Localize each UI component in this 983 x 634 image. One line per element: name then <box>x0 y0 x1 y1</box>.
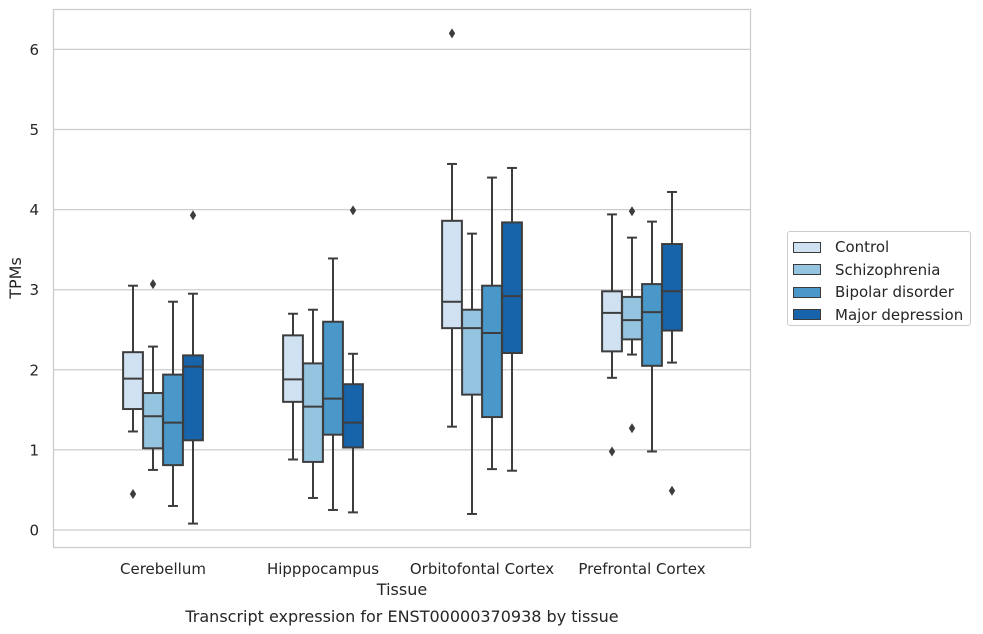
outlier-point <box>608 446 616 457</box>
chart-title: Transcript expression for ENST0000037093… <box>184 607 618 626</box>
y-tick-label-6: 6 <box>29 41 39 59</box>
legend-item-major-depression: Major depression <box>793 304 970 327</box>
y-tick-label-3: 3 <box>29 281 39 299</box>
outlier-point <box>448 28 456 39</box>
legend-label-bipolar-disorder: Bipolar disorder <box>835 283 954 302</box>
legend-swatch-major-depression <box>793 309 821 321</box>
legend-item-control: Control <box>793 236 970 259</box>
y-tick-label-0: 0 <box>29 522 39 540</box>
legend-item-bipolar-disorder: Bipolar disorder <box>793 281 970 304</box>
legend-label-major-depression: Major depression <box>835 305 964 324</box>
legend-swatch-control <box>793 241 821 253</box>
y-tick-label-5: 5 <box>29 121 39 139</box>
y-tick-label-1: 1 <box>29 441 39 459</box>
outlier-point <box>129 488 137 499</box>
y-tick-label-2: 2 <box>29 361 39 379</box>
legend: Control Schizophrenia Bipolar disorder M… <box>787 231 971 326</box>
box-body <box>461 308 483 396</box>
box-bipolar-disorder-4 <box>641 220 663 453</box>
box-control-2 <box>282 312 304 461</box>
box-major-depression-4 <box>661 190 683 496</box>
box-body <box>601 290 623 353</box>
box-body <box>621 295 643 341</box>
box-schizophrenia-3 <box>461 232 483 515</box>
box-body <box>302 362 324 463</box>
y-axis-label: TPMs <box>6 257 25 300</box>
outlier-point <box>668 485 676 496</box>
legend-item-schizophrenia: Schizophrenia <box>793 259 970 282</box>
x-tick-label-3: Orbitofontal Cortex <box>410 560 554 578</box>
box-major-depression-1 <box>182 210 204 525</box>
y-axis-ticks: 0 1 2 3 4 5 6 <box>29 41 39 540</box>
box-major-depression-2 <box>342 205 364 514</box>
box-bipolar-disorder-3 <box>481 176 503 471</box>
box-body <box>661 243 683 332</box>
outlier-point <box>349 205 357 216</box>
legend-swatch-bipolar-disorder <box>793 286 821 298</box>
outlier-point <box>628 206 636 217</box>
box-body <box>342 383 364 449</box>
x-tick-label-2: Hipppocampus <box>267 560 379 578</box>
box-body <box>282 334 304 403</box>
outlier-point <box>189 210 197 221</box>
box-body <box>182 354 204 442</box>
box-schizophrenia-4 <box>621 206 643 434</box>
box-schizophrenia-1 <box>142 279 164 471</box>
box-body <box>122 351 144 411</box>
box-control-1 <box>122 284 144 499</box>
box-major-depression-3 <box>501 166 523 472</box>
box-control-4 <box>601 213 623 457</box>
box-schizophrenia-2 <box>302 308 324 499</box>
box-body <box>142 392 164 450</box>
box-body <box>162 373 184 467</box>
x-tick-label-1: Cerebellum <box>120 560 206 578</box>
box-body <box>641 283 663 367</box>
box-bipolar-disorder-1 <box>162 300 184 507</box>
box-bipolar-disorder-2 <box>322 257 344 511</box>
x-axis-label: Tissue <box>376 580 427 599</box>
box-series <box>122 28 683 525</box>
legend-swatch-schizophrenia <box>793 264 821 276</box>
outlier-point <box>149 279 157 290</box>
box-body <box>441 219 463 330</box>
x-tick-label-4: Prefrontal Cortex <box>578 560 705 578</box>
outlier-point <box>628 423 636 434</box>
legend-label-schizophrenia: Schizophrenia <box>835 260 941 279</box>
box-body <box>501 221 523 354</box>
box-body <box>322 320 344 436</box>
legend-label-control: Control <box>835 238 890 257</box>
x-axis-ticks: Cerebellum Hipppocampus Orbitofontal Corte… <box>120 560 706 578</box>
box-control-3 <box>441 28 463 428</box>
y-tick-label-4: 4 <box>29 201 39 219</box>
box-body <box>481 284 503 419</box>
plot-area-frame <box>52 8 752 549</box>
